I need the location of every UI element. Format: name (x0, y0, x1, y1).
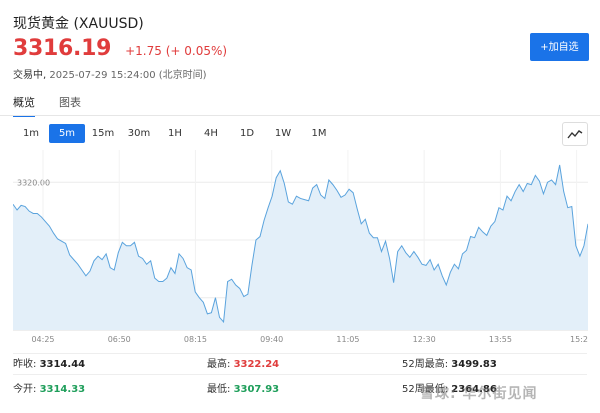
stat-52w-low: 52周最低: 2364.86 (402, 380, 497, 395)
range-5m[interactable]: 5m (49, 124, 85, 143)
x-tick-label: 12:30 (413, 335, 436, 344)
chart-type-toggle[interactable] (562, 122, 588, 146)
w52-high-value: 3499.83 (451, 359, 497, 370)
stat-high: 最高: 3322.24 (207, 355, 279, 370)
high-value: 3322.24 (233, 359, 280, 370)
low-label: 最低: (207, 384, 231, 395)
w52-low-value: 2364.86 (451, 384, 497, 395)
y-tick-label: 3320.00 (17, 178, 50, 187)
range-4h[interactable]: 4H (204, 128, 218, 139)
prev-close-label: 昨收: (13, 359, 37, 370)
range-1w[interactable]: 1W (274, 128, 292, 139)
prev-close-value: 3314.44 (39, 359, 86, 370)
trading-status: 交易中, (13, 70, 47, 81)
range-1h[interactable]: 1H (168, 128, 182, 139)
watermark: 雪球: 华尔街见闻 (420, 386, 538, 402)
open-label: 今开: (13, 384, 37, 395)
x-tick-label: 08:15 (184, 335, 207, 344)
tab-bar: 概览 图表 (13, 94, 105, 117)
range-1m[interactable]: 1m (22, 128, 40, 139)
range-1mo[interactable]: 1M (311, 128, 327, 139)
x-tick-label: 15:2 (570, 335, 588, 344)
tab-divider (0, 115, 600, 116)
price-line (13, 164, 588, 324)
tab-overview[interactable]: 概览 (13, 94, 35, 117)
range-30m[interactable]: 30m (127, 128, 151, 139)
price-change: +1.75 (+ 0.05%) (125, 44, 228, 58)
timestamp: 2025-07-29 15:24:00 (北京时间) (49, 70, 207, 81)
open-value: 3314.33 (39, 384, 86, 395)
line-chart-icon (567, 130, 583, 139)
stat-open: 今开: 3314.33 (13, 380, 85, 395)
range-15m[interactable]: 15m (91, 128, 115, 139)
high-label: 最高: (207, 359, 231, 370)
stats-divider (13, 374, 587, 375)
price-chart[interactable]: 3320.003315.003310.0004:2506:5008:1509:4… (13, 150, 588, 346)
price-row: 3316.19 +1.75 (+ 0.05%) (13, 36, 227, 61)
x-tick-label: 09:40 (260, 335, 283, 344)
tab-chart[interactable]: 图表 (59, 96, 81, 109)
time-range-selector: 1m 5m 15m 30m 1H 4H 1D 1W 1M (13, 124, 337, 143)
stat-52w-high: 52周最高: 3499.83 (402, 355, 497, 370)
w52-high-label: 52周最高: (402, 359, 449, 370)
stat-prev-close: 昨收: 3314.44 (13, 355, 85, 370)
low-value: 3307.93 (233, 384, 280, 395)
w52-low-label: 52周最低: (402, 384, 449, 395)
range-1d[interactable]: 1D (239, 128, 255, 139)
x-tick-label: 13:55 (489, 335, 512, 344)
page-title: 现货黄金 (XAUUSD) (13, 16, 144, 32)
x-tick-label: 04:25 (31, 335, 54, 344)
x-tick-label: 06:50 (108, 335, 131, 344)
price-area (13, 165, 588, 330)
trading-status-row: 交易中, 2025-07-29 15:24:00 (北京时间) (13, 66, 207, 81)
stats-divider (13, 353, 587, 354)
add-to-watchlist-button[interactable]: +加自选 (530, 33, 589, 61)
current-price: 3316.19 (13, 36, 112, 61)
stat-low: 最低: 3307.93 (207, 380, 279, 395)
x-tick-label: 11:05 (336, 335, 359, 344)
